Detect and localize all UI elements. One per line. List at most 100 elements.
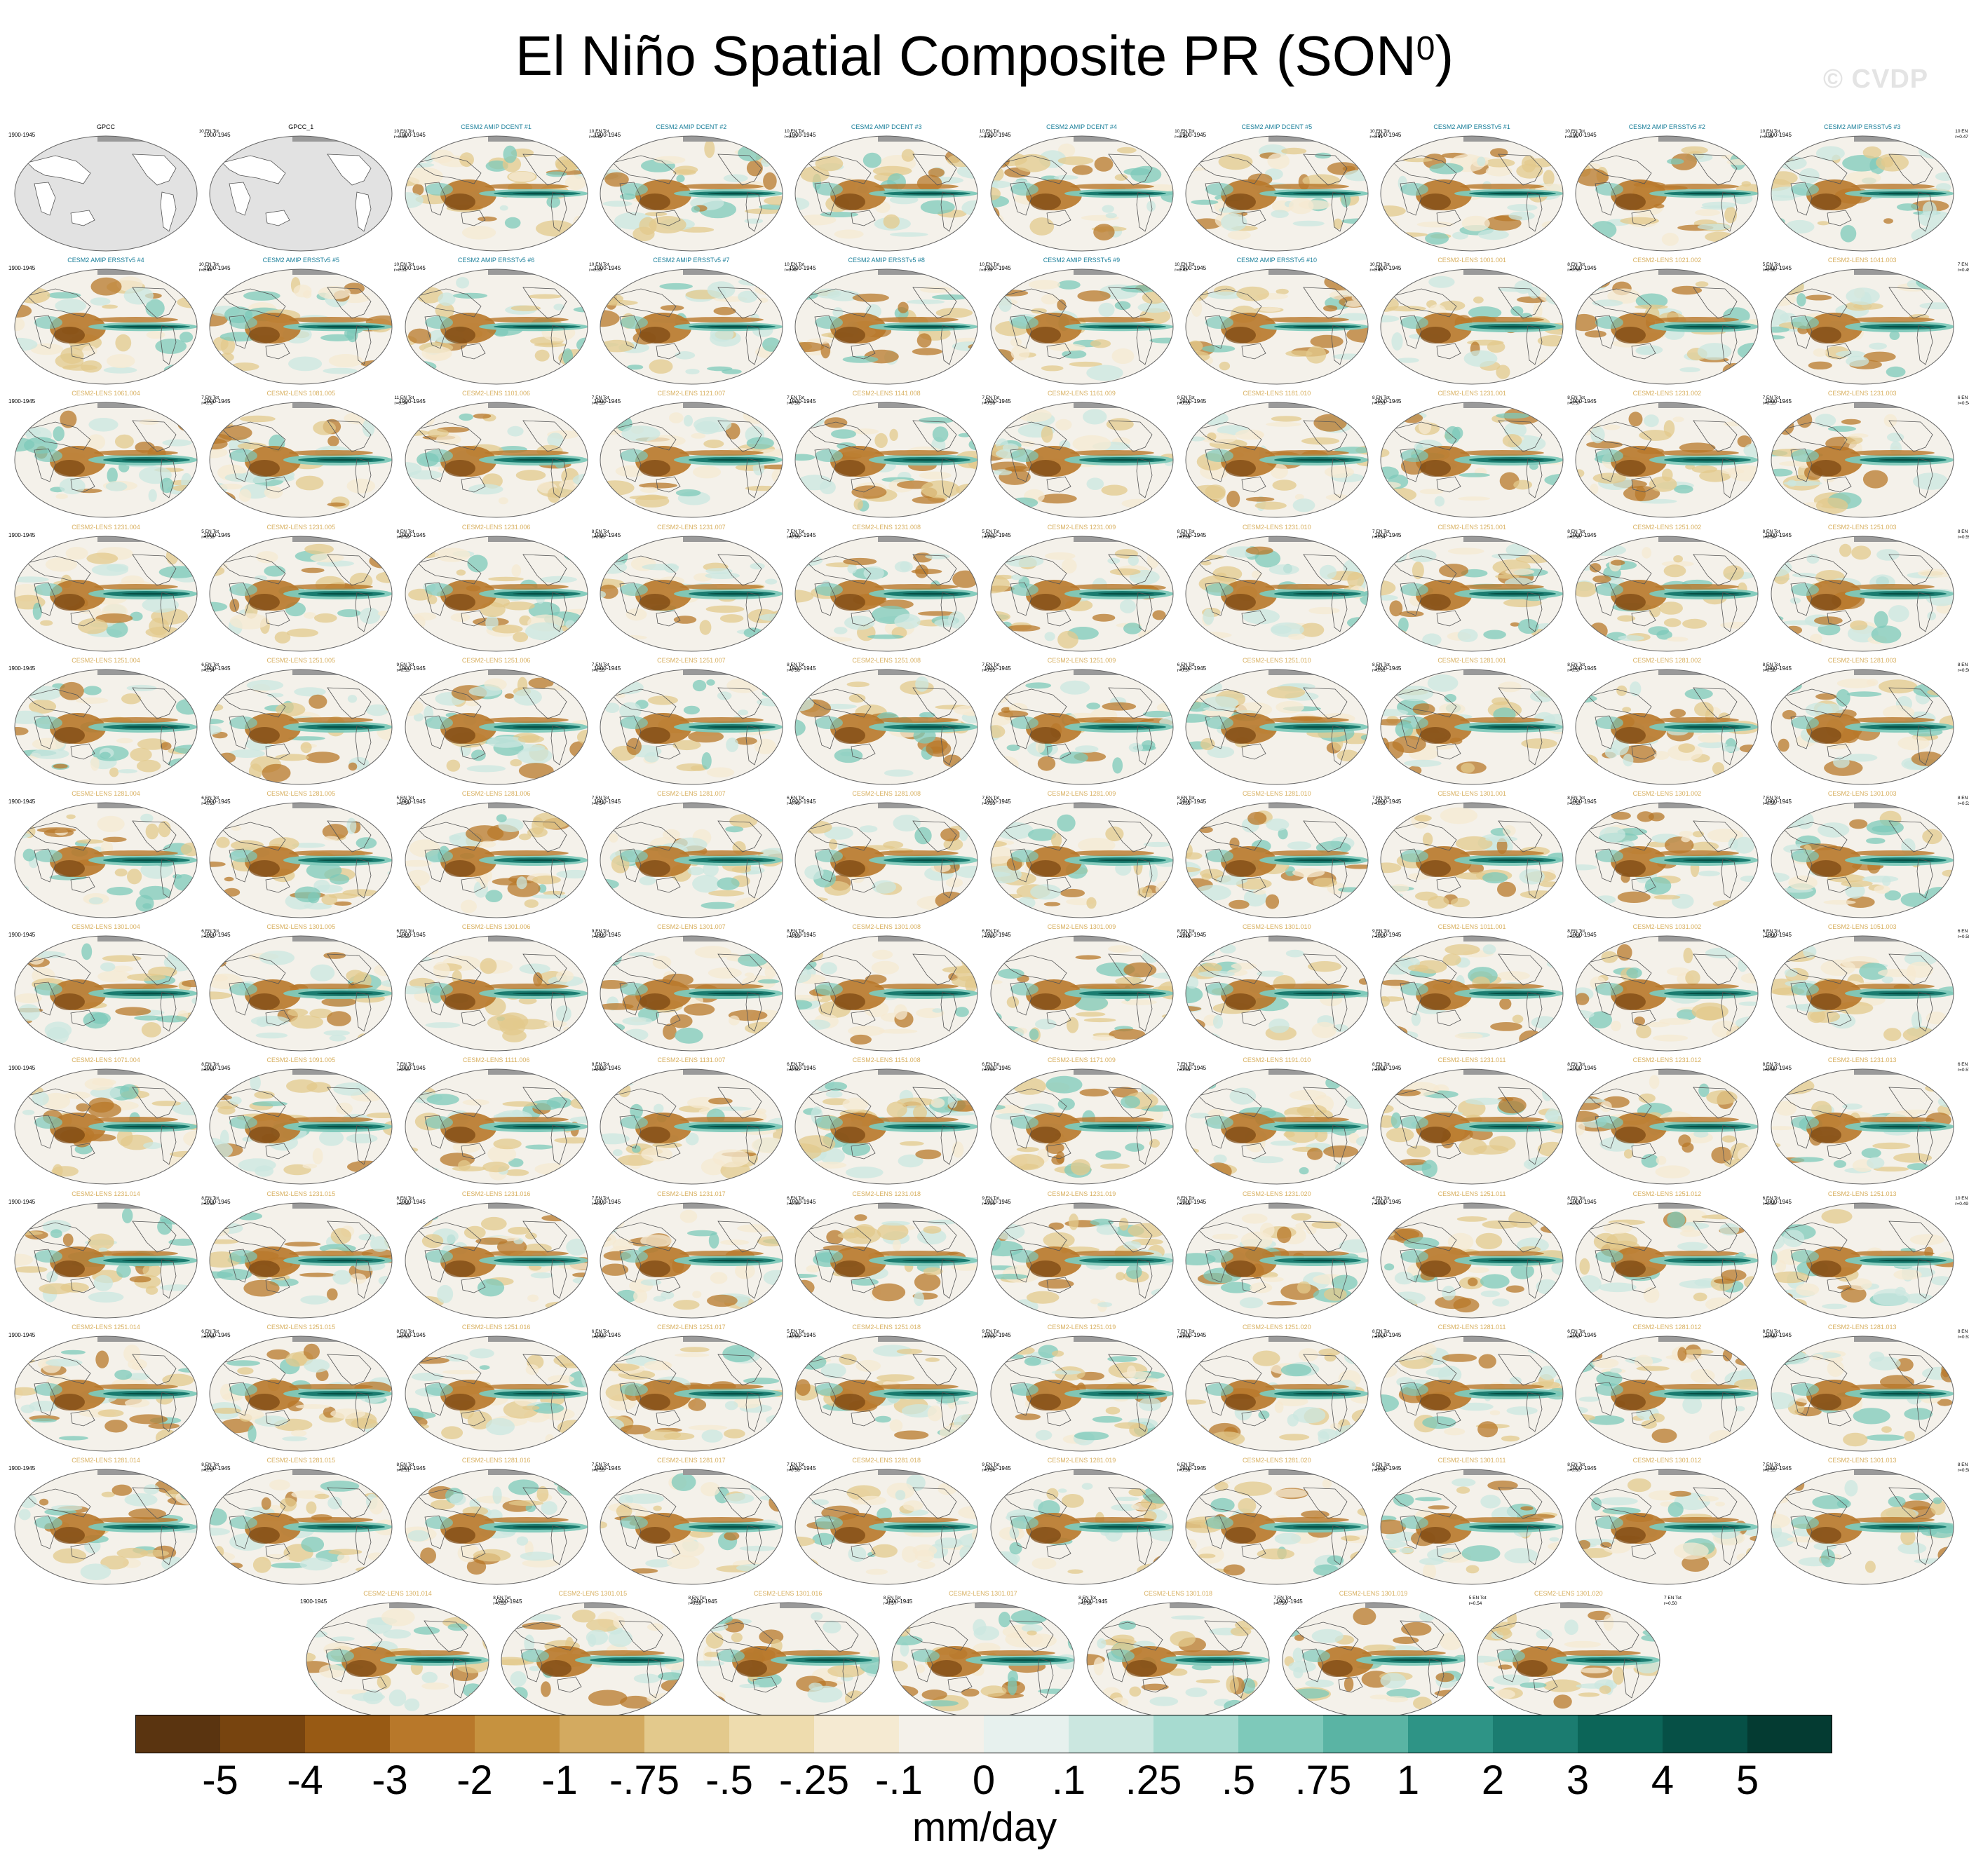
anomaly-patch — [721, 953, 739, 958]
map-panel: CESM2-LENS 1231.009 1900-1945 8 EN Tot r=0… — [984, 524, 1195, 654]
anomaly-patch — [360, 360, 393, 368]
anomaly-patch — [1807, 1009, 1826, 1024]
anomaly-patch — [1742, 548, 1759, 555]
anomaly-patch — [230, 613, 269, 630]
map-plot — [405, 536, 588, 652]
wet-anomaly-peak — [1683, 192, 1740, 195]
anomaly-patch — [1835, 351, 1865, 358]
continent-outline — [355, 325, 372, 365]
anomaly-patch — [1547, 230, 1564, 246]
anomaly-patch — [968, 1016, 978, 1032]
anomaly-patch — [330, 874, 350, 885]
anomaly-patch — [1121, 999, 1157, 1005]
continent-outline — [1136, 1124, 1152, 1166]
map-plot — [14, 935, 198, 1052]
dry-anomaly-north — [874, 317, 959, 323]
continent-outline — [1790, 981, 1813, 1016]
anomaly-patch — [1259, 307, 1281, 312]
dry-anomaly-core — [444, 327, 475, 344]
continent-outline — [912, 1221, 957, 1253]
anomaly-patch — [83, 686, 102, 695]
continent-outline — [1198, 688, 1262, 718]
anomaly-patch — [1168, 1087, 1173, 1099]
panel-period: 1900-1945 — [1179, 531, 1207, 538]
anomaly-patch — [1004, 894, 1022, 899]
panel-title: CESM2-LENS 1031.002 — [1632, 923, 1702, 931]
anomaly-patch — [532, 875, 561, 885]
anomaly-patch — [1844, 883, 1865, 899]
map-border — [794, 935, 978, 1052]
indian-ocean-anomaly — [1010, 1249, 1038, 1263]
continent-outline — [522, 820, 567, 852]
anomaly-patch — [1589, 622, 1609, 639]
wet-anomaly-peak — [122, 458, 178, 461]
panel-title: CESM2-LENS 1071.004 — [72, 1056, 140, 1064]
panel-stats: 8 EN Tot r=0.53 — [787, 929, 804, 940]
anomaly-patch — [962, 679, 973, 691]
map-plot — [794, 1202, 978, 1319]
anomaly-patch — [1185, 1032, 1220, 1043]
indian-ocean-anomaly — [34, 583, 62, 596]
dry-anomaly-north — [1850, 716, 1935, 723]
dry-anomaly-core — [249, 726, 280, 744]
anomaly-patch — [688, 730, 724, 743]
indian-ocean-anomaly — [619, 716, 648, 729]
anomaly-patch — [1048, 1222, 1064, 1230]
anomaly-patch — [630, 1104, 643, 1119]
anomaly-patch — [1270, 1141, 1297, 1146]
continent-outline — [619, 448, 642, 482]
wet-anomaly-peak — [902, 1259, 959, 1261]
anomaly-patch — [1068, 1213, 1078, 1230]
anomaly-patch — [1817, 221, 1829, 226]
anomaly-patch — [1492, 1298, 1510, 1307]
anomaly-patch — [1105, 212, 1117, 219]
indian-ocean-anomaly — [1205, 183, 1233, 196]
anomaly-patch — [1576, 581, 1597, 597]
greenland-mask — [1853, 803, 1903, 808]
anomaly-patch — [1344, 1095, 1368, 1110]
greenland-mask — [1853, 536, 1903, 542]
panel-title: CESM2-LENS 1051.003 — [1827, 923, 1897, 931]
anomaly-patch — [600, 1155, 614, 1162]
indian-ocean-anomaly — [815, 1116, 844, 1129]
map-border — [1771, 269, 1954, 385]
anomaly-patch — [55, 353, 84, 369]
anomaly-patch — [915, 1149, 942, 1160]
anomaly-patch — [210, 631, 224, 646]
continent-outline — [550, 1258, 567, 1299]
anomaly-patch — [964, 686, 977, 698]
continent-outline — [550, 458, 567, 499]
anomaly-patch — [60, 410, 77, 428]
anomaly-patch — [327, 436, 339, 447]
greenland-mask — [1268, 803, 1318, 808]
continent-outline — [424, 582, 447, 616]
anomaly-patch — [1287, 633, 1306, 640]
anomaly-patch — [1777, 418, 1794, 435]
wet-anomaly-peak — [707, 726, 764, 728]
anomaly-patch — [30, 343, 64, 355]
anomaly-patch — [100, 752, 111, 759]
anomaly-patch — [570, 1027, 588, 1038]
anomaly-patch — [385, 1224, 393, 1235]
anomaly-patch — [958, 224, 978, 234]
panel-title: CESM2-LENS 1251.004 — [72, 656, 140, 664]
panel-title: CESM2-LENS 1001.001 — [1437, 257, 1506, 264]
continent-outline — [160, 725, 177, 766]
anomaly-patch — [1060, 888, 1085, 897]
anomaly-patch — [323, 1030, 351, 1036]
continent-outline — [745, 1124, 762, 1166]
map-border — [14, 1068, 198, 1185]
panel-period: 1900-1945 — [1764, 932, 1792, 939]
map-panel: CESM2-LENS 1231.007 1900-1945 7 EN Tot r=0… — [594, 524, 804, 654]
map-plot — [1185, 269, 1369, 385]
wet-anomaly-peak — [902, 192, 959, 195]
anomaly-patch — [1576, 314, 1599, 332]
dry-anomaly-core — [1810, 860, 1841, 877]
continent-outline — [222, 1088, 286, 1117]
anomaly-patch — [566, 1033, 587, 1044]
continent-outline — [1002, 1088, 1067, 1117]
anomaly-patch — [1397, 685, 1434, 701]
anomaly-patch — [450, 612, 471, 622]
anomaly-patch — [191, 1077, 197, 1092]
anomaly-patch — [1402, 158, 1433, 163]
